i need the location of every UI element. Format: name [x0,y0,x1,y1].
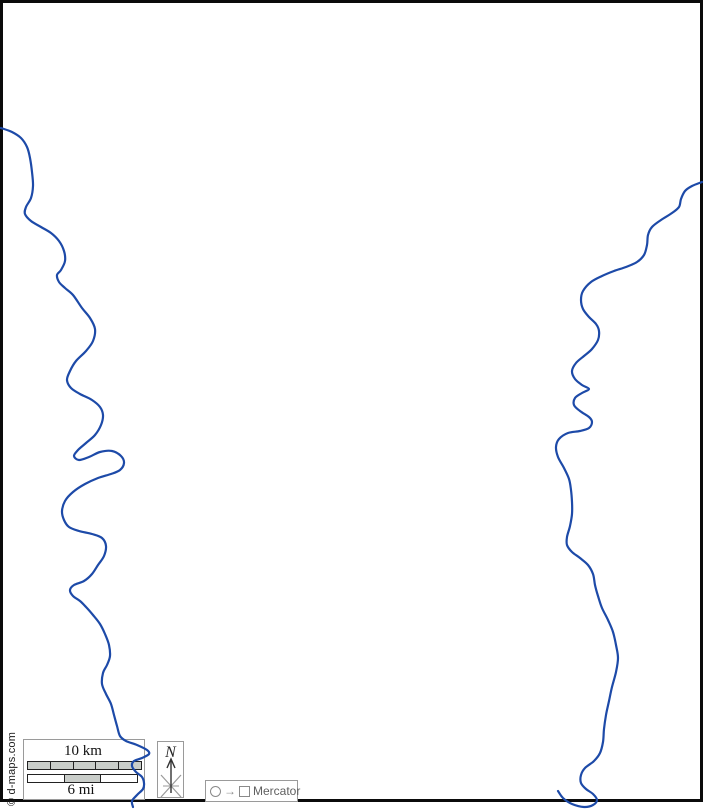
scale-bar-segment [28,762,51,769]
scale-bar-segment [101,775,138,782]
map-border-frame [0,0,703,802]
scale-bar-segment [96,762,120,769]
scale-bar-segment [64,775,102,782]
scale-mi-label: 6 mi [67,782,95,798]
copyright-credit: © d-maps.com [6,731,18,806]
projection-label: Mercator [253,784,301,798]
scale-bar-segment [50,762,74,769]
scale-bar-segment [73,762,97,769]
globe-circle-icon [210,785,221,797]
scale-bar-segment [28,775,65,782]
projection-arrow-icon: → [224,784,236,798]
scale-km-bar [27,761,142,770]
scale-km-label: 10 km [64,743,102,759]
flat-map-square-icon [239,785,250,797]
north-indicator-box: N [157,741,184,798]
compass-north-icon [160,757,182,797]
scale-bar-segment [119,762,141,769]
projection-box: → Mercator [205,780,301,802]
north-label: N [165,744,176,761]
scale-bar-box: 10 km 6 mi [23,739,145,800]
